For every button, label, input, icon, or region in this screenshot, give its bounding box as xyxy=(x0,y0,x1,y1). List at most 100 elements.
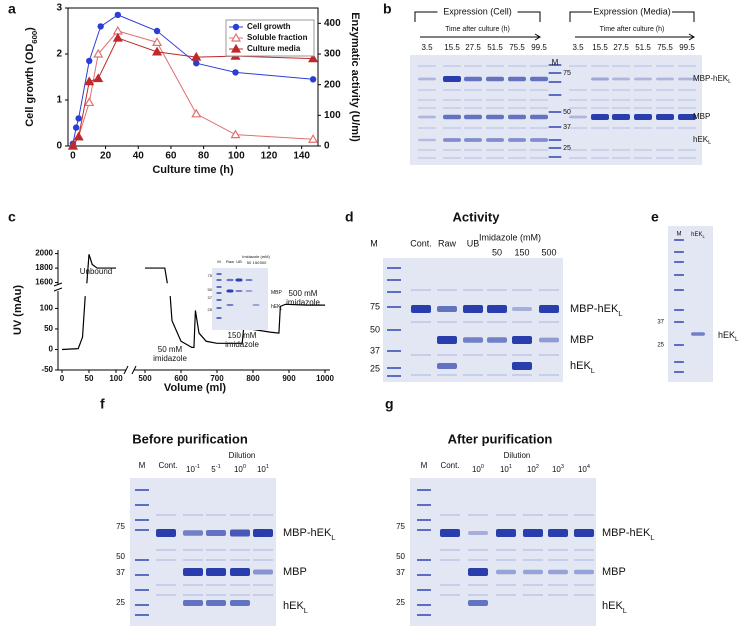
faint-band xyxy=(443,107,461,109)
ladder-band xyxy=(135,489,149,491)
superscript: 3 xyxy=(561,464,564,470)
faint-band xyxy=(464,65,482,67)
arrow xyxy=(575,33,695,41)
y-tick-label: 1 xyxy=(56,95,62,106)
faint-band xyxy=(548,584,568,586)
text-part: 5 xyxy=(211,465,216,474)
marker xyxy=(232,23,240,31)
band-label: hEKL xyxy=(602,600,628,615)
y2-tick-label: 200 xyxy=(324,79,341,90)
marker xyxy=(97,23,104,30)
faint-band xyxy=(437,354,457,356)
lane-label: 50 xyxy=(492,247,502,257)
marker xyxy=(230,129,241,139)
subscript: L xyxy=(708,140,711,146)
text-part: hEK xyxy=(691,232,702,238)
band-label: hEKL xyxy=(271,304,282,311)
panel-label: c xyxy=(8,209,16,225)
faint-band xyxy=(496,559,516,561)
faint-band xyxy=(418,89,436,91)
band xyxy=(612,77,630,81)
faint-band xyxy=(523,584,543,586)
marker xyxy=(93,48,104,58)
faint-band xyxy=(656,65,674,67)
faint-band xyxy=(183,559,203,561)
band xyxy=(230,599,250,607)
faint-band xyxy=(656,107,674,109)
faint-band xyxy=(496,549,516,551)
marker-size: 25 xyxy=(370,363,380,373)
text-part: hEK xyxy=(283,600,304,612)
marker-size: 37 xyxy=(208,295,213,300)
lane-label: 3.5 xyxy=(421,43,433,52)
faint-band xyxy=(574,559,594,561)
lane-label: 101 xyxy=(500,464,512,474)
group-title: Imidazole (mM) xyxy=(479,232,541,242)
band xyxy=(183,568,203,576)
ladder-band xyxy=(417,489,431,491)
x-tick-label: 20 xyxy=(100,151,112,162)
marker-size: 50 xyxy=(563,109,571,116)
faint-band xyxy=(634,157,652,159)
ladder-band xyxy=(548,94,562,96)
superscript: 1 xyxy=(509,464,512,470)
gel xyxy=(383,258,563,382)
x-tick-label: 120 xyxy=(261,151,278,162)
uv-trace xyxy=(61,254,325,351)
band-label: hEKL xyxy=(718,330,739,343)
marker xyxy=(73,131,84,141)
annotation: 150 mM xyxy=(228,331,257,340)
text-part: 10 xyxy=(500,465,509,474)
band-label: MBP xyxy=(693,112,710,121)
faint-band xyxy=(443,99,461,101)
subscript: L xyxy=(650,533,655,542)
ladder-band xyxy=(387,375,401,377)
lane-label: 5-1 xyxy=(211,464,220,474)
ladder-band xyxy=(548,72,562,74)
ladder-band xyxy=(135,604,149,606)
faint-band xyxy=(468,549,488,551)
lane-label: M xyxy=(677,232,682,238)
faint-band xyxy=(530,127,548,129)
lane-label: M xyxy=(421,461,428,470)
gel-title: Activity xyxy=(453,209,501,224)
lane-label: UB xyxy=(236,259,242,264)
band-label: MBP-hEKL xyxy=(602,527,655,542)
lane-label: 27.5 xyxy=(465,43,481,52)
faint-band xyxy=(487,354,507,356)
subscript: L xyxy=(728,79,731,85)
faint-band xyxy=(230,549,250,551)
band xyxy=(656,77,674,81)
faint-band xyxy=(569,149,587,151)
marker xyxy=(230,32,242,42)
marker-size: 37 xyxy=(370,345,380,355)
faint-band xyxy=(612,149,630,151)
faint-band xyxy=(678,107,696,109)
ladder-band xyxy=(135,519,149,521)
x-tick-label: 100 xyxy=(109,374,123,383)
text-part: MBP-hEK xyxy=(602,527,651,539)
faint-band xyxy=(253,594,273,596)
text-part: 10 xyxy=(186,465,195,474)
faint-band xyxy=(206,584,226,586)
faint-band xyxy=(508,149,526,151)
annotation: imidazole xyxy=(153,354,187,363)
band-label: MBP xyxy=(271,290,283,296)
faint-band xyxy=(437,321,457,323)
text-part: MBP xyxy=(271,290,283,296)
superscript: 2 xyxy=(536,464,539,470)
text-part: hEK xyxy=(271,304,281,310)
y2-tick-label: 100 xyxy=(324,110,341,121)
marker xyxy=(232,69,239,76)
faint-band xyxy=(539,321,559,323)
marker xyxy=(93,73,104,83)
faint-band xyxy=(496,594,516,596)
faint-band xyxy=(183,594,203,596)
band xyxy=(418,115,436,119)
faint-band xyxy=(486,149,504,151)
superscript: 0 xyxy=(243,464,246,470)
ladder-band xyxy=(216,279,222,281)
lane-label: 75.5 xyxy=(657,43,673,52)
ladder-band xyxy=(387,367,401,369)
marker-size: 75 xyxy=(396,522,405,531)
